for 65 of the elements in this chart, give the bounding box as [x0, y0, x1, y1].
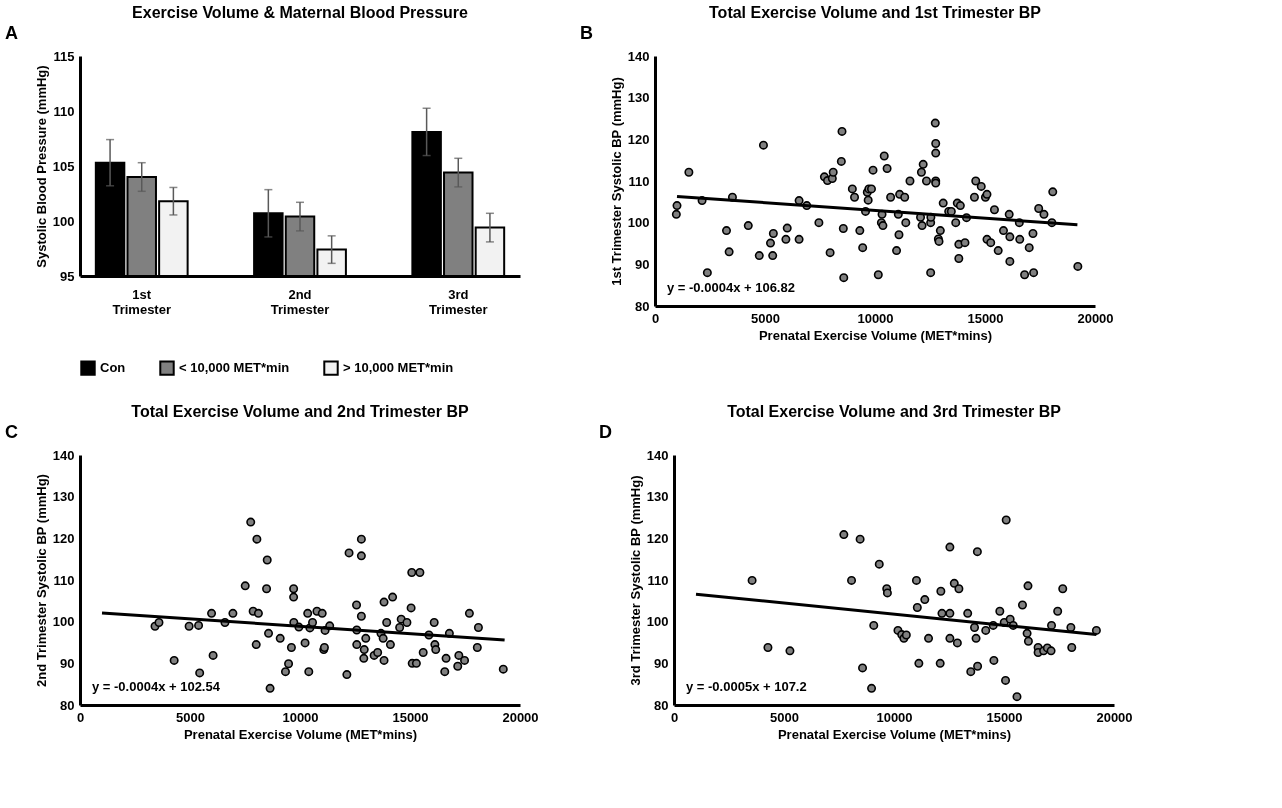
x-tick-label: 10000: [857, 310, 894, 326]
text: C: [5, 422, 18, 442]
y-tick-label: 90: [60, 655, 75, 671]
text: D: [599, 422, 612, 442]
y-tick-label: 110: [53, 572, 75, 588]
y-tick-label: 110: [628, 173, 650, 189]
legend-label: < 10,000 MET*min: [179, 360, 290, 376]
x-tick-label: 15000: [392, 709, 429, 725]
x-tick-label: 0: [76, 709, 85, 725]
y-tick-label: 115: [53, 48, 75, 64]
y-tick-label: 140: [646, 447, 669, 463]
x-tick-label: 5000: [751, 310, 780, 326]
x-tick-label: 0: [670, 709, 679, 725]
y-tick-label: 110: [647, 572, 669, 588]
x-tick-label: 2nd Trimester: [270, 286, 330, 317]
y-axis-title: 2nd Trimester Systolic BP (mmHg): [33, 474, 49, 687]
chart-title: Total Exercise Volume and 1st Trimester BP: [709, 4, 1042, 21]
y-axis-title: 1st Trimester Systolic BP (mmHg): [608, 77, 624, 286]
x-axis-title: Prenatal Exercise Volume (MET*mins): [183, 726, 418, 742]
y-tick-label: 110: [53, 103, 75, 119]
y-tick-label: 130: [52, 489, 75, 505]
annotation: y = -0.0005x + 107.2: [686, 679, 807, 694]
chart-title: Exercise Volume & Maternal Blood Pressure: [132, 4, 469, 21]
y-tick-label: 80: [60, 697, 75, 713]
y-tick-label: 120: [627, 131, 650, 147]
x-tick-label: 15000: [986, 709, 1023, 725]
x-tick-label: 10000: [282, 709, 319, 725]
y-tick-label: 100: [52, 614, 75, 630]
text: B: [580, 23, 593, 43]
x-axis-title: Prenatal Exercise Volume (MET*mins): [758, 327, 993, 343]
chart-title: Total Exercise Volume and 3rd Trimester BP: [727, 403, 1062, 420]
x-tick-label: 3rd Trimester: [429, 286, 488, 317]
y-axis-title: Systolic Blood Pressure (mmHg): [33, 65, 49, 268]
y-tick-label: 140: [627, 48, 650, 64]
y-tick-label: 80: [635, 298, 650, 314]
y-tick-label: 95: [60, 268, 75, 284]
x-tick-label: 0: [651, 310, 660, 326]
y-axis-title: 3rd Trimester Systolic BP (mmHg): [627, 475, 643, 686]
y-tick-label: 90: [654, 655, 669, 671]
y-tick-label: 100: [52, 213, 75, 229]
y-tick-label: 100: [646, 614, 669, 630]
x-tick-label: 5000: [176, 709, 205, 725]
legend-label: > 10,000 MET*min: [343, 360, 454, 376]
annotation: y = -0.0004x + 106.82: [667, 280, 795, 295]
y-tick-label: 120: [52, 530, 75, 546]
chart-title: Total Exercise Volume and 2nd Trimester BP: [131, 403, 469, 420]
legend-label: Con: [100, 360, 126, 376]
x-axis-title: Prenatal Exercise Volume (MET*mins): [777, 726, 1012, 742]
x-tick-label: 10000: [876, 709, 913, 725]
y-tick-label: 130: [627, 90, 650, 106]
x-tick-label: 20000: [1096, 709, 1133, 725]
y-tick-label: 130: [646, 489, 669, 505]
y-tick-label: 100: [627, 215, 650, 231]
text: A: [5, 23, 18, 43]
y-tick-label: 80: [654, 697, 669, 713]
y-tick-label: 105: [52, 158, 75, 174]
y-tick-label: 140: [52, 447, 75, 463]
x-tick-label: 20000: [502, 709, 539, 725]
x-tick-label: 20000: [1077, 310, 1114, 326]
x-tick-label: 15000: [967, 310, 1004, 326]
x-tick-label: 5000: [770, 709, 799, 725]
annotation: y = -0.0004x + 102.54: [92, 679, 221, 694]
y-tick-label: 90: [635, 256, 650, 272]
y-tick-label: 120: [646, 530, 669, 546]
x-tick-label: 1st Trimester: [112, 286, 171, 317]
